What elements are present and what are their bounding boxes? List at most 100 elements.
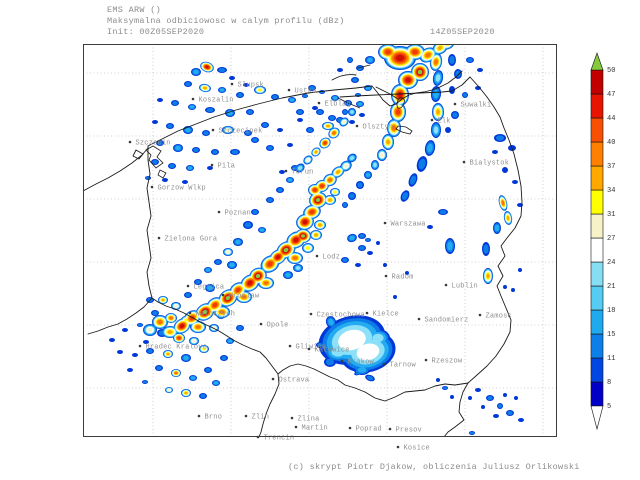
reflectivity-cell xyxy=(215,259,221,265)
colorbar-segment xyxy=(590,357,604,383)
reflectivity-cell xyxy=(174,371,178,375)
city-marker xyxy=(430,118,434,122)
reflectivity-cell xyxy=(452,112,458,118)
city-label: Kosice xyxy=(404,445,430,453)
reflectivity-cell xyxy=(433,126,439,134)
reflectivity-cell xyxy=(227,339,233,343)
reflectivity-cell xyxy=(267,145,273,151)
city-label: Sandomierz xyxy=(425,317,469,325)
reflectivity-cell xyxy=(483,244,489,254)
reflectivity-cell xyxy=(185,127,191,133)
reflectivity-cell xyxy=(306,158,310,162)
reflectivity-cell xyxy=(332,131,336,135)
reflectivity-cell xyxy=(167,330,173,334)
city-marker xyxy=(315,254,319,258)
reflectivity-cell xyxy=(450,395,454,399)
reflectivity-cell xyxy=(172,100,178,106)
city-label: Szczecin xyxy=(136,140,171,148)
reflectivity-cell xyxy=(307,127,313,133)
city-marker xyxy=(383,221,387,225)
city-marker xyxy=(191,97,195,101)
reflectivity-cell xyxy=(418,158,426,170)
reflectivity-cell xyxy=(385,49,391,55)
reflectivity-cell xyxy=(326,124,330,128)
reflectivity-cell xyxy=(202,309,208,315)
city-marker xyxy=(417,317,421,321)
colorbar-segment xyxy=(590,189,604,215)
city-marker xyxy=(197,414,201,418)
city-marker xyxy=(271,377,275,381)
reflectivity-cell xyxy=(427,225,433,229)
reflectivity-cell xyxy=(213,381,219,385)
reflectivity-cell xyxy=(219,310,225,314)
reflectivity-cell xyxy=(367,251,373,255)
reflectivity-cell xyxy=(501,200,505,206)
reflectivity-cell xyxy=(417,69,423,75)
country-borders xyxy=(83,64,523,437)
city-marker xyxy=(188,311,192,315)
colorbar-tick-label: 31 xyxy=(607,211,615,219)
reflectivity-cell xyxy=(332,96,338,100)
reflectivity-cell xyxy=(335,170,341,174)
reflectivity-cell xyxy=(386,139,390,145)
reflectivity-cell xyxy=(195,279,201,285)
reflectivity-cell xyxy=(494,224,500,232)
reflectivity-cell xyxy=(190,376,196,380)
reflectivity-cell xyxy=(342,109,348,115)
reflectivity-cell xyxy=(205,65,209,69)
city-label: Bialystok xyxy=(470,160,510,168)
city-label: Czestochowa xyxy=(317,312,365,320)
colorbar-tick-label: 5 xyxy=(607,403,611,411)
reflectivity-cell xyxy=(449,55,455,65)
city-label: Radom xyxy=(392,274,414,282)
reflectivity-cell xyxy=(486,273,490,279)
city-label: Trencin xyxy=(264,435,295,443)
reflectivity-cell xyxy=(425,52,431,58)
reflectivity-cell xyxy=(349,193,355,199)
reflectivity-cell xyxy=(518,268,522,272)
reflectivity-cell xyxy=(383,263,387,267)
reflectivity-cell xyxy=(195,325,201,329)
init-time: Init: 00Z05SEP2020 xyxy=(107,27,205,37)
city-marker xyxy=(217,210,221,214)
colorbar-under-arrow xyxy=(590,405,604,431)
reflectivity-cell xyxy=(367,57,373,63)
colorbar-tick-label: 24 xyxy=(607,259,615,267)
reflectivity-cell xyxy=(179,323,185,329)
city-label: Zamosc xyxy=(486,313,512,321)
reflectivity-cell xyxy=(373,162,377,168)
reflectivity-cell xyxy=(347,57,353,63)
reflectivity-cell xyxy=(166,352,170,356)
reflectivity-cell xyxy=(318,223,322,227)
reflectivity-cell xyxy=(401,192,409,200)
reflectivity-cell xyxy=(449,86,455,94)
reflectivity-cell xyxy=(117,350,123,354)
reflectivity-cell xyxy=(349,235,355,241)
reflectivity-cell xyxy=(200,393,206,399)
reflectivity-cell xyxy=(397,92,403,98)
city-label: Torun xyxy=(292,169,314,177)
colorbar-tick-label: 27 xyxy=(607,235,615,243)
reflectivity-cell xyxy=(355,263,361,267)
reflectivity-cell xyxy=(212,149,218,155)
reflectivity-cell xyxy=(267,197,273,203)
reflectivity-cell xyxy=(189,105,195,109)
city-label: Olsztyn xyxy=(363,124,394,132)
reflectivity-cell xyxy=(512,180,518,184)
reflectivity-cell xyxy=(412,49,418,55)
reflectivity-cell xyxy=(359,245,365,251)
city-marker xyxy=(150,185,154,189)
city-label: Walbrzych xyxy=(196,311,236,319)
reflectivity-cell xyxy=(493,414,499,418)
reflectivity-cell xyxy=(207,285,213,291)
reflectivity-cell xyxy=(226,250,230,254)
reflectivity-cell xyxy=(267,261,273,267)
reflectivity-cell xyxy=(506,215,510,221)
colorbar-tick-label: 34 xyxy=(607,187,615,195)
city-marker xyxy=(287,88,291,92)
reflectivity-cell xyxy=(206,107,214,113)
reflectivity-cell xyxy=(503,285,507,289)
reflectivity-cell xyxy=(313,188,317,192)
reflectivity-cell xyxy=(245,130,251,136)
reflectivity-cell xyxy=(436,378,440,382)
